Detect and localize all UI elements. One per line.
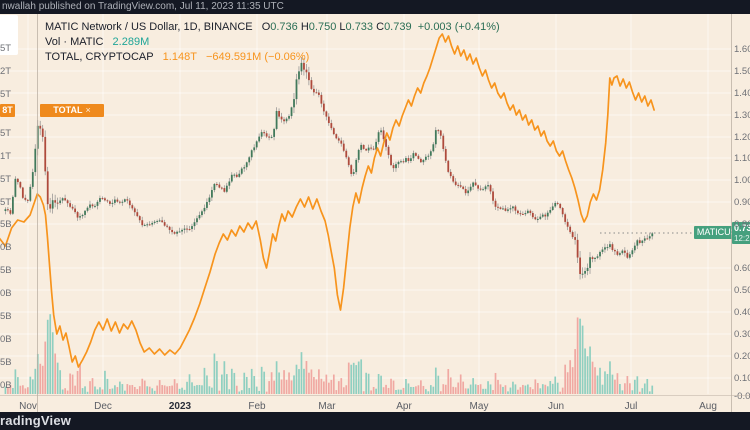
time-axis-label: Apr [396, 401, 412, 412]
right-axis-tick: 1.40 [734, 88, 750, 99]
left-axis-tick: 5T [0, 89, 12, 100]
time-axis-label: Aug [699, 401, 717, 412]
right-axis-tick: 0.80 [734, 219, 750, 230]
left-axis-tick: 0B [0, 288, 12, 299]
total-label: TOTAL, CRYPTOCAP [45, 51, 154, 63]
attribution-text: nwallah published on TradingView.com, Ju… [2, 1, 284, 12]
time-axis-label: Dec [94, 401, 112, 412]
time-axis-label: Nov [19, 401, 37, 412]
time-axis-label: Jun [547, 401, 565, 412]
right-axis-tick: 1.30 [734, 110, 750, 121]
right-axis-tick: 0.50 [734, 285, 750, 296]
ohlc-item: C0.739 [376, 21, 412, 33]
tradingview-logo[interactable]: radingView [0, 413, 72, 428]
toolbar-remnant-panel [0, 15, 18, 55]
chart-legend: MATIC Network / US Dollar, 1D, BINANCE O… [45, 20, 500, 65]
ohlc-item: L0.733 [339, 21, 374, 33]
left-axis-tick: 5T [0, 43, 12, 54]
legend-total-row[interactable]: TOTAL, CRYPTOCAP 1.148T −649.591M (−0.06… [45, 50, 500, 65]
ohlc-item: O0.736 [261, 21, 298, 33]
time-axis-label: Jul [624, 401, 638, 412]
attribution-bar: nwallah published on TradingView.com, Ju… [0, 0, 750, 14]
right-axis-tick: 1.20 [734, 132, 750, 143]
right-axis-tick: 1.10 [734, 153, 750, 164]
ohlc-item: H0.750 [300, 21, 337, 33]
left-axis-tick: 5B [0, 219, 12, 230]
last-price-value: 0.73 [734, 223, 750, 233]
left-axis-tick: 0B [0, 334, 12, 345]
right-axis-tick: 1.50 [734, 66, 750, 77]
time-axis-label: 2023 [168, 401, 192, 412]
left-axis-border [37, 14, 38, 412]
volume-label: Vol · MATIC [45, 36, 104, 48]
legend-volume-row[interactable]: Vol · MATIC 2.289M [45, 35, 500, 50]
bar-countdown: 12:2 [734, 234, 750, 243]
left-axis-tick: 5B [0, 311, 12, 322]
left-axis-tick: 0B [0, 242, 12, 253]
right-axis-tick: 1.00 [734, 175, 750, 186]
close-icon[interactable]: × [85, 105, 91, 115]
right-axis-tick: 0.20 [734, 351, 750, 362]
time-axis-label: Mar [318, 401, 336, 412]
right-axis-tick: -0.0 [734, 391, 750, 402]
time-axis-border [0, 395, 750, 396]
symbol-title: MATIC Network / US Dollar, 1D, BINANCE [45, 21, 253, 33]
total-value: 1.148T [162, 51, 197, 63]
right-axis-tick: 0.90 [734, 197, 750, 208]
legend-symbol-row[interactable]: MATIC Network / US Dollar, 1D, BINANCE O… [45, 20, 500, 35]
total-series-badge[interactable]: TOTAL × [40, 104, 104, 117]
left-axis-tick: 5T [0, 128, 12, 139]
time-axis-label: May [469, 401, 489, 412]
left-axis-tick: 5B [0, 357, 12, 368]
volume-value: 2.289M [112, 36, 150, 48]
left-axis-tick: 5B [0, 265, 12, 276]
time-axis-label: Feb [248, 401, 266, 412]
right-axis-tick: 0.60 [734, 263, 750, 274]
left-axis-tick: 5T [0, 174, 12, 185]
right-axis-tick: 0.40 [734, 307, 750, 318]
last-price-badge: 0.73 12:2 [732, 222, 750, 244]
left-axis-tick: 1T [0, 151, 12, 162]
ohlc-values: O0.736 H0.750 L0.733 C0.739 [262, 21, 415, 33]
total-change: −649.591M (−0.06%) [205, 51, 310, 63]
left-axis-tick: 2T [0, 66, 12, 77]
left-axis-tick: 5T [0, 197, 12, 208]
total-badge-label: TOTAL [53, 105, 83, 115]
right-axis-tick: 1.60 [734, 44, 750, 55]
right-axis-tick: 0.30 [734, 329, 750, 340]
right-axis-border [731, 14, 732, 430]
left-axis-tick: 0B [0, 380, 12, 391]
total-value-axis-badge: 8T [0, 104, 15, 117]
right-axis-tick: 0.10 [734, 373, 750, 384]
footer-bar: radingView [0, 412, 750, 430]
price-change: +0.003 (+0.41%) [417, 21, 500, 33]
